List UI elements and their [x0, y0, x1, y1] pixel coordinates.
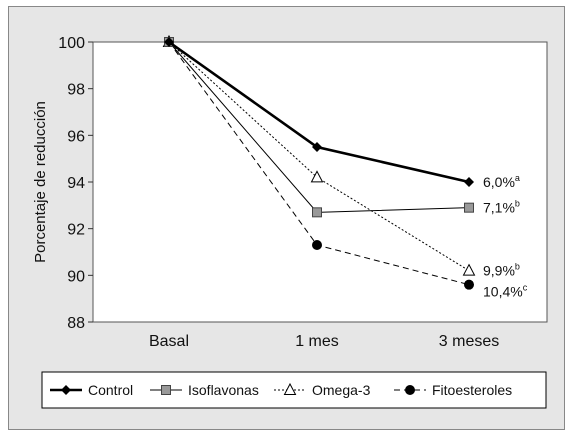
y-tick-label: 92 — [67, 222, 85, 239]
x-tick-label: Basal — [149, 333, 189, 350]
data-point — [462, 263, 476, 276]
legend-label: Control — [88, 382, 133, 398]
legend-item-control: Control — [50, 382, 133, 398]
data-point — [464, 279, 474, 290]
data-point — [464, 177, 474, 187]
x-tick-label: 1 mes — [295, 333, 339, 350]
legend-marker — [161, 385, 171, 395]
series-control: 6,0%a — [164, 37, 520, 190]
legend-label: Isoflavonas — [188, 382, 259, 398]
data-point — [464, 202, 474, 213]
end-label: 7,1%b — [483, 199, 520, 216]
y-tick-label: 98 — [67, 82, 85, 99]
data-point — [312, 142, 322, 152]
data-point — [312, 207, 322, 218]
legend: Control Isoflavonas Omega-3 Fitoesteroles — [41, 371, 547, 409]
legend-marker — [61, 385, 71, 395]
x-tick-label: 3 meses — [439, 333, 499, 350]
legend-item-isoflavonas: Isoflavonas — [150, 382, 259, 398]
y-tick-label: 90 — [67, 268, 85, 285]
end-label: 6,0%a — [483, 173, 520, 190]
end-label: 9,9%b — [483, 262, 520, 279]
legend-item-fitoesteroles: Fitoesteroles — [394, 382, 512, 398]
data-point — [310, 170, 324, 183]
y-tick-label: 94 — [67, 175, 85, 192]
legend-marker — [283, 382, 297, 395]
legend-label: Omega-3 — [312, 382, 371, 398]
legend-label: Fitoesteroles — [432, 382, 512, 398]
y-tick-label: 96 — [67, 128, 85, 145]
legend-item-omega-3: Omega-3 — [274, 382, 371, 398]
data-point — [312, 240, 322, 250]
y-tick-label: 88 — [67, 315, 85, 332]
legend-marker — [405, 385, 415, 395]
end-label: 10,4%c — [483, 283, 528, 300]
y-axis-label: Porcentaje de reducción — [32, 101, 49, 263]
y-tick-label: 100 — [58, 35, 85, 52]
data-point — [164, 37, 174, 47]
series-isoflavonas: 7,1%b — [164, 37, 520, 218]
